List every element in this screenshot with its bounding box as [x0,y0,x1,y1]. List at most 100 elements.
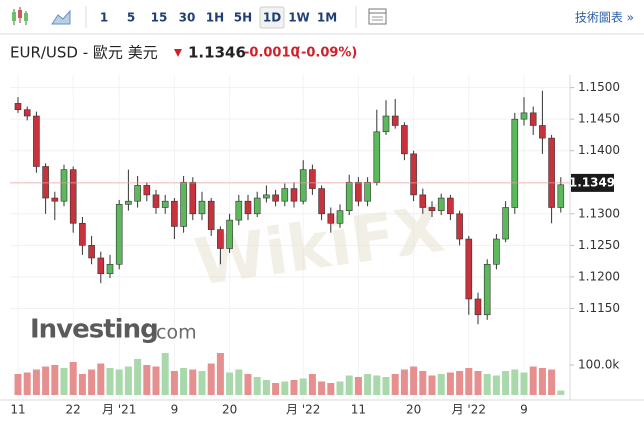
candle-body [520,112,528,120]
candle-body [161,200,169,208]
down-arrow [174,49,182,57]
candle-body [171,200,178,227]
candle-body [235,200,243,221]
candle-body [410,153,417,196]
volume-bar [511,369,519,395]
volume-bar [382,377,390,395]
volume-bar [483,374,491,395]
candle-body [217,229,224,249]
volume-bar [290,380,298,395]
candle-body [502,207,509,240]
candle-body [437,197,445,211]
candle-body [134,185,141,202]
volume-bar [410,366,418,395]
volume-bar [336,381,344,395]
volume-bar [456,371,464,395]
candle-body [474,298,482,316]
candle-body [14,103,22,111]
volume-bar [465,368,473,395]
candle-body [69,169,77,224]
interval-button[interactable]: 1W [288,11,310,25]
volume-bar [354,377,362,395]
volume-bar [492,375,500,395]
volume-bar [308,374,316,395]
interval-button[interactable]: 30 [179,11,196,25]
x-tick-label: 月 '22 [286,403,320,417]
candle-body [511,118,519,208]
candle-body [106,263,114,275]
volume-bar [281,381,289,395]
volume-bar [180,368,188,395]
y-tick-label: 1.1200 [578,269,620,283]
candle-body [263,194,270,199]
volume-bar [32,369,40,395]
candle-icon[interactable] [12,7,28,25]
interval-button[interactable]: 1H [206,11,224,25]
candle-body [23,109,31,117]
interval-button[interactable]: 15 [151,11,168,25]
candle-body [152,194,160,208]
candle-body [364,181,371,202]
technical-chart-link[interactable]: 技術圖表 » [575,11,634,25]
volume-bar [23,372,31,395]
volume-bar [373,375,381,395]
x-tick-label: 9 [520,403,528,417]
logo-name: Investing [30,315,158,345]
volume-bar [327,383,335,395]
volume-bar [262,380,270,395]
price: 1.1346 [188,44,246,62]
candle-body [115,204,123,265]
volume-bar [391,374,399,395]
volume-bar [318,381,326,395]
volume-bar [244,374,252,395]
table-icon[interactable] [368,8,387,25]
volume-bar [170,371,178,395]
volume-bar [364,374,372,395]
x-tick-label: 11 [10,403,25,417]
volume-bar [143,365,151,395]
volume-bar [446,372,454,395]
candle-body [465,238,473,300]
x-tick-label: 11 [351,403,366,417]
volume-bar [207,363,215,395]
volume-bar [538,368,546,395]
candle-body [281,188,289,202]
interval-button[interactable]: 5H [234,11,252,25]
candle-body [447,197,454,215]
x-tick-label: 22 [66,403,81,417]
volume-bar [189,369,197,395]
interval-button[interactable]: 5 [127,11,135,25]
volume-bar [216,353,224,395]
volume-bar [161,353,169,395]
candle-body [180,181,187,227]
selected-box [259,6,285,29]
candle-body [42,166,49,199]
candle-body [198,200,206,215]
interval-button[interactable]: 1M [317,11,337,25]
x-tick-label: 20 [222,403,237,417]
volume-bar [253,377,261,395]
candle-body [483,263,491,316]
candle-body [382,115,390,133]
volume-bar [198,371,206,395]
area-icon[interactable] [51,9,71,25]
candle-body [189,181,197,215]
candle-body [51,197,59,202]
candle-body [88,245,95,259]
volume-bar [124,366,132,395]
volume-bar [299,378,307,395]
candle-body [60,169,68,202]
volume-bar [115,369,123,395]
candle-body [456,213,463,240]
volume-bar [520,372,528,395]
interval-button[interactable]: 1 [100,11,108,25]
candle-body [529,112,537,126]
volume-bar [78,374,86,395]
y-tick-label: 1.1450 [578,112,620,126]
volume-bar [502,371,510,395]
volume-bar [152,366,160,395]
interval-button[interactable]: 1D [263,11,281,25]
candle-body [226,219,233,249]
x-tick-label: 月 '21 [102,403,136,417]
